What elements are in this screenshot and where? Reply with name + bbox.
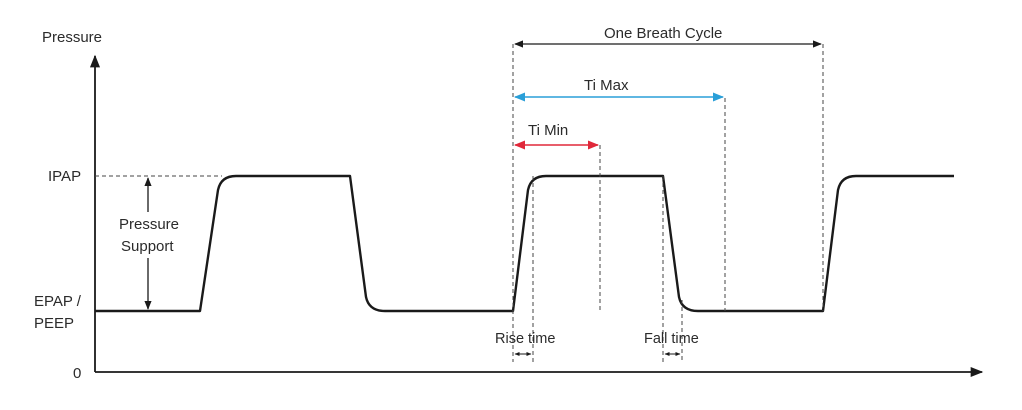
ti-min-label: Ti Min [528, 122, 568, 139]
pressure-waveform [95, 174, 954, 313]
pressure-support-label-line2: Support [121, 238, 174, 255]
one-breath-cycle-label: One Breath Cycle [604, 25, 722, 42]
epap-label-line2: PEEP [34, 315, 74, 332]
ipap-label: IPAP [48, 168, 81, 185]
pressure-support-label-line1: Pressure [119, 216, 179, 233]
fall-time-label: Fall time [644, 331, 699, 347]
epap-label-line1: EPAP / [34, 293, 82, 310]
y-axis-label: Pressure [42, 29, 102, 46]
rise-time-label: Rise time [495, 331, 555, 347]
zero-label: 0 [73, 365, 81, 382]
ti-max-label: Ti Max [584, 77, 629, 94]
